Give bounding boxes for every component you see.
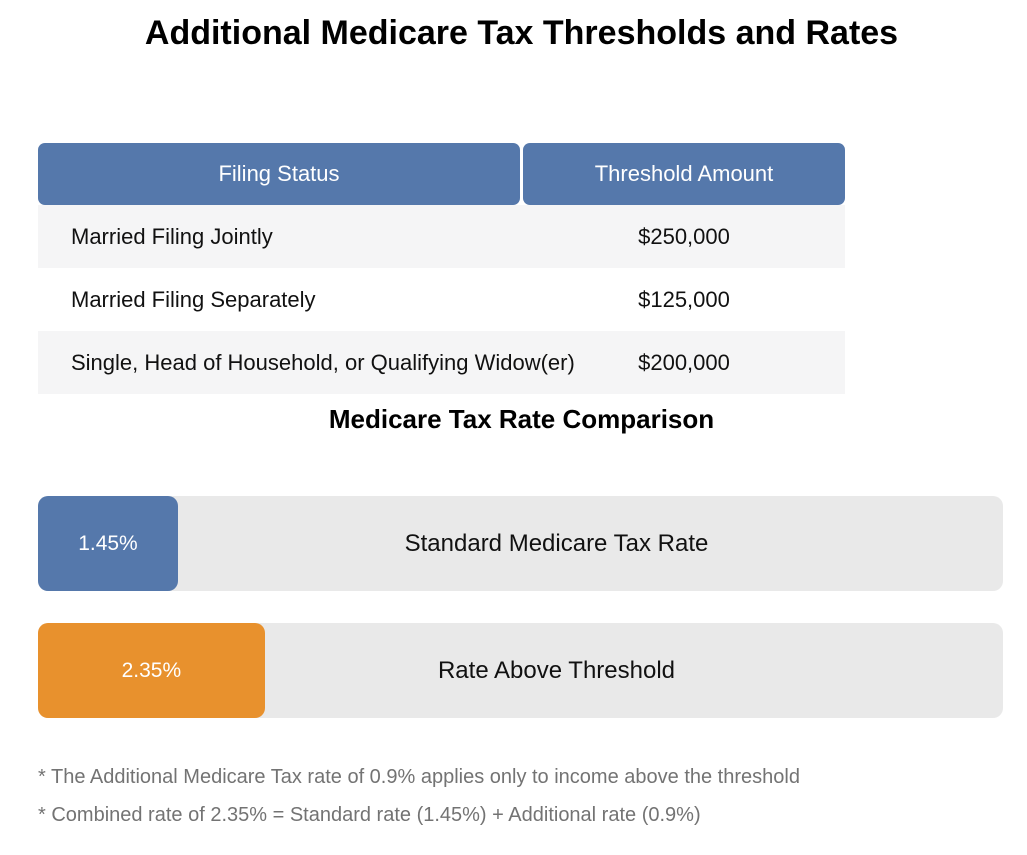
bar-category-label: Standard Medicare Tax Rate — [404, 529, 709, 557]
rate-bar-standard: 1.45% Standard Medicare Tax Rate — [38, 496, 1003, 591]
threshold-amount-cell: $125,000 — [638, 286, 730, 312]
bar-value-label: 2.35% — [121, 658, 182, 682]
column-header-filing-status: Filing Status — [38, 143, 520, 205]
table-row: Single, Head of Household, or Qualifying… — [38, 331, 845, 394]
rate-comparison-chart: 1.45% Standard Medicare Tax Rate 2.35% R… — [38, 496, 1003, 718]
filing-status-cell: Single, Head of Household, or Qualifying… — [71, 349, 575, 375]
footnote-additional-rate: * The Additional Medicare Tax rate of 0.… — [38, 766, 800, 788]
page-title: Additional Medicare Tax Thresholds and R… — [144, 14, 899, 52]
threshold-amount-cell: $250,000 — [638, 223, 730, 249]
thresholds-table: Filing Status Threshold Amount Married F… — [38, 143, 845, 394]
filing-status-cell: Married Filing Jointly — [71, 223, 273, 249]
table-header-row: Filing Status Threshold Amount — [38, 143, 845, 205]
footnote-combined-rate: * Combined rate of 2.35% = Standard rate… — [38, 804, 701, 826]
filing-status-cell: Married Filing Separately — [71, 286, 316, 312]
table-row: Married Filing Jointly $250,000 — [38, 205, 845, 268]
rate-bar-above-threshold: 2.35% Rate Above Threshold — [38, 623, 1003, 718]
bar-fill-above-threshold: 2.35% — [38, 623, 265, 718]
footnotes: * The Additional Medicare Tax rate of 0.… — [38, 765, 1005, 827]
table-row: Married Filing Separately $125,000 — [38, 268, 845, 331]
bar-value-label: 1.45% — [78, 531, 138, 555]
chart-title: Medicare Tax Rate Comparison — [328, 404, 715, 434]
threshold-amount-cell: $200,000 — [638, 349, 730, 375]
infographic: Additional Medicare Tax Thresholds and R… — [38, 14, 1005, 827]
bar-category-label: Rate Above Threshold — [437, 656, 676, 684]
column-header-threshold-amount: Threshold Amount — [523, 143, 845, 205]
bar-fill-standard: 1.45% — [38, 496, 178, 591]
